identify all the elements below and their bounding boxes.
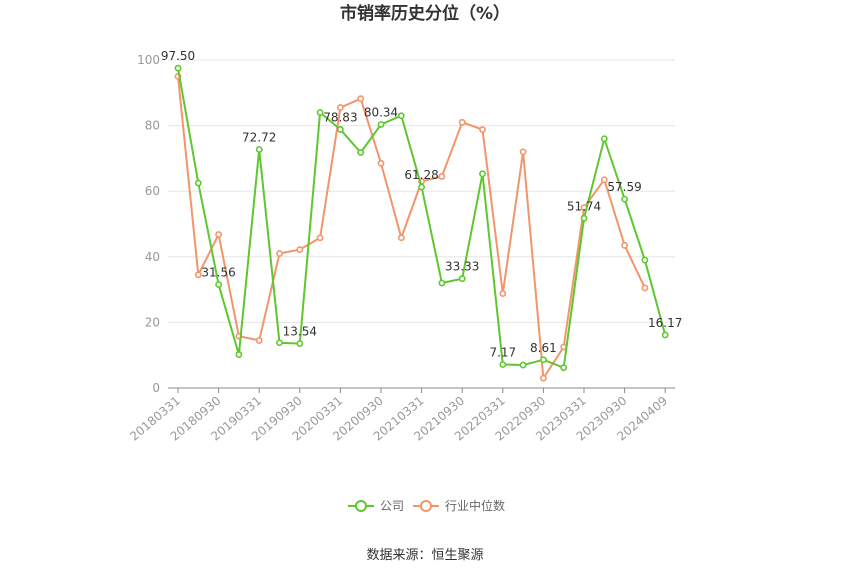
company-point[interactable] bbox=[621, 195, 628, 203]
industry-point[interactable] bbox=[600, 176, 608, 184]
company-point[interactable] bbox=[215, 281, 222, 288]
company-data-label: 51.74 bbox=[567, 199, 601, 213]
company-data-label: 78.83 bbox=[323, 110, 357, 124]
company-point[interactable] bbox=[519, 361, 527, 369]
company-point[interactable] bbox=[499, 361, 507, 368]
company-data-label: 16.17 bbox=[648, 316, 682, 330]
company-point[interactable] bbox=[661, 331, 669, 339]
company-data-label: 97.50 bbox=[161, 49, 195, 63]
company-point[interactable] bbox=[316, 109, 324, 116]
industry-point[interactable] bbox=[397, 234, 405, 242]
legend-label-industry: 行业中位数 bbox=[445, 498, 505, 513]
company-data-label: 13.54 bbox=[283, 325, 317, 339]
company-data-label: 80.34 bbox=[364, 105, 398, 119]
industry-point[interactable] bbox=[479, 126, 486, 133]
company-point[interactable] bbox=[397, 112, 405, 120]
legend-marker-industry bbox=[420, 500, 432, 512]
legend-item-company[interactable]: 公司 bbox=[348, 499, 404, 513]
company-data-label: 61.28 bbox=[404, 168, 438, 182]
legend: 公司 行业中位数 bbox=[348, 498, 505, 513]
company-data-label: 7.17 bbox=[489, 345, 516, 359]
company-point[interactable] bbox=[296, 340, 304, 347]
y-tick-label: 100 bbox=[137, 53, 160, 67]
company-data-label: 33.33 bbox=[445, 260, 479, 274]
legend-item-industry[interactable]: 行业中位数 bbox=[413, 498, 505, 513]
industry-point[interactable] bbox=[316, 234, 324, 242]
company-point[interactable] bbox=[560, 364, 568, 372]
data-source: 数据来源：恒生聚源 bbox=[366, 548, 483, 563]
industry-point[interactable] bbox=[499, 290, 507, 297]
legend-label-company: 公司 bbox=[380, 499, 404, 513]
y-tick-label: 20 bbox=[145, 315, 160, 329]
industry-line bbox=[177, 76, 646, 382]
industry-point[interactable] bbox=[519, 148, 527, 156]
industry-point[interactable] bbox=[377, 159, 385, 167]
company-point[interactable] bbox=[357, 149, 365, 156]
series-company: 97.50 31.56 72.72 13.54 78.83 80.34 61.28 33.33… bbox=[161, 49, 682, 372]
company-point[interactable] bbox=[540, 356, 547, 364]
company-point[interactable] bbox=[641, 256, 649, 264]
company-point[interactable] bbox=[235, 351, 243, 358]
y-tick-label: 40 bbox=[145, 250, 160, 264]
company-data-label: 31.56 bbox=[201, 265, 235, 279]
industry-point[interactable] bbox=[336, 104, 344, 111]
industry-point[interactable] bbox=[255, 337, 263, 344]
industry-point[interactable] bbox=[621, 241, 628, 249]
company-point[interactable] bbox=[336, 126, 344, 133]
legend-marker-company bbox=[355, 500, 367, 512]
company-point[interactable] bbox=[276, 339, 283, 347]
company-point[interactable] bbox=[194, 179, 202, 187]
series-industry bbox=[174, 73, 649, 382]
company-data-label: 72.72 bbox=[242, 130, 276, 144]
company-point[interactable] bbox=[458, 275, 466, 283]
y-axis: 0 20 40 60 80 100 bbox=[137, 53, 160, 395]
company-data-label: 8.61 bbox=[530, 341, 557, 355]
industry-point[interactable] bbox=[215, 231, 222, 238]
company-data-label: 57.59 bbox=[607, 180, 641, 194]
industry-point[interactable] bbox=[458, 118, 466, 126]
industry-point[interactable] bbox=[357, 95, 365, 103]
y-tick-label: 0 bbox=[152, 381, 160, 395]
y-tick-label: 60 bbox=[145, 184, 160, 198]
industry-point[interactable] bbox=[194, 271, 202, 279]
company-point[interactable] bbox=[438, 279, 446, 287]
industry-point[interactable] bbox=[438, 173, 446, 180]
industry-point[interactable] bbox=[540, 374, 547, 382]
x-axis: 2018033120180930201903312019093020200331… bbox=[127, 387, 675, 444]
company-point[interactable] bbox=[255, 146, 263, 153]
company-point[interactable] bbox=[479, 170, 486, 178]
company-point[interactable] bbox=[174, 64, 182, 72]
y-tick-label: 80 bbox=[145, 119, 160, 133]
company-point[interactable] bbox=[377, 121, 385, 128]
industry-point[interactable] bbox=[276, 250, 283, 257]
industry-point[interactable] bbox=[296, 246, 304, 253]
chart-title: 市销率历史分位（%） bbox=[340, 3, 510, 24]
industry-point[interactable] bbox=[641, 284, 649, 292]
company-point[interactable] bbox=[600, 135, 608, 143]
company-point[interactable] bbox=[580, 214, 588, 222]
company-point[interactable] bbox=[418, 183, 425, 191]
